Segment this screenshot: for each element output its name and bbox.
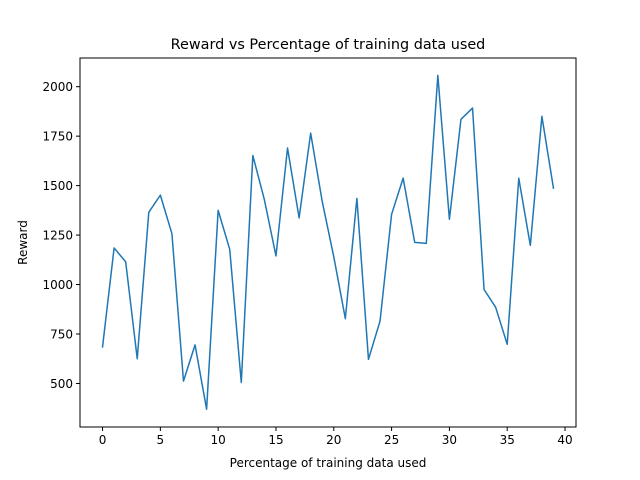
x-tick-label: 0 <box>99 433 107 447</box>
x-tick-label: 5 <box>157 433 165 447</box>
y-tick-label: 1000 <box>42 278 73 292</box>
x-tick-label: 25 <box>384 433 399 447</box>
plot-area-frame <box>79 57 577 428</box>
x-tick-label: 15 <box>268 433 283 447</box>
series-line <box>101 74 555 410</box>
y-tick-label: 1750 <box>42 130 73 144</box>
x-tick-label: 35 <box>500 433 515 447</box>
x-axis-label: Percentage of training data used <box>230 456 427 470</box>
y-tick-label: 2000 <box>42 80 73 94</box>
axis-ticks: 0 5 10 15 20 25 30 35 40 500 750 1000 1250 1500 1750 20… <box>42 80 572 447</box>
x-tick-label: 20 <box>326 433 341 447</box>
series-layer <box>101 74 555 410</box>
y-axis-label: Reward <box>16 220 30 265</box>
y-tick-label: 1250 <box>42 229 73 243</box>
chart-title: Reward vs Percentage of training data us… <box>171 37 486 53</box>
y-tick-label: 1500 <box>42 179 73 193</box>
x-tick-label: 40 <box>557 433 572 447</box>
x-tick-label: 30 <box>442 433 457 447</box>
x-tick-label: 10 <box>211 433 226 447</box>
y-tick-label: 500 <box>50 377 73 391</box>
y-tick-label: 750 <box>50 328 73 342</box>
